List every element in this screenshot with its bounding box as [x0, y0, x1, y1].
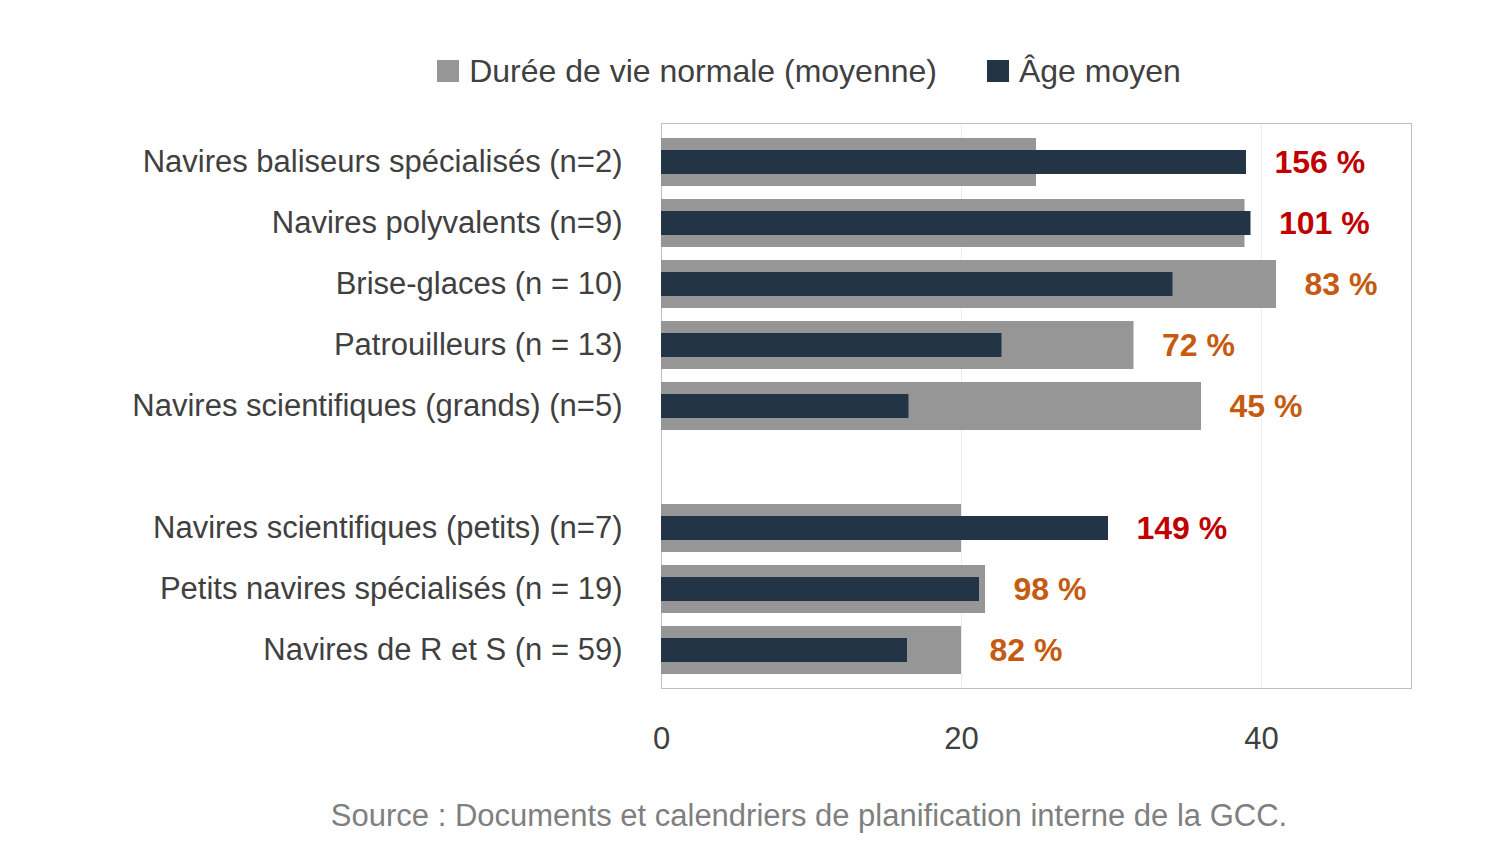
svg-text:101 %: 101 % — [1279, 205, 1370, 241]
html-text:Durée de vie normale (moyenne): Durée de vie normale (moyenne) — [469, 53, 937, 89]
svg-text:45 %: 45 % — [1230, 388, 1303, 424]
svg-text:Patrouilleurs (n = 13): Patrouilleurs (n = 13) — [334, 327, 623, 362]
svg-text:156 %: 156 % — [1275, 144, 1366, 180]
svg-text:Navires scientifiques (petits): Navires scientifiques (petits) (n=7) — [153, 510, 622, 545]
html-text:Âge moyen: Âge moyen — [1019, 53, 1181, 89]
svg-text:0: 0 — [653, 721, 670, 756]
svg-text:Navires scientifiques (grands): Navires scientifiques (grands) (n=5) — [132, 388, 622, 423]
svg-text:149 %: 149 % — [1137, 510, 1228, 546]
svg-text:72 %: 72 % — [1162, 327, 1235, 363]
svg-text:20: 20 — [944, 721, 978, 756]
svg-text:40: 40 — [1244, 721, 1278, 756]
svg-text:Brise-glaces (n = 10): Brise-glaces (n = 10) — [336, 266, 623, 301]
svg-text:Navires de R et S (n = 59): Navires de R et S (n = 59) — [263, 632, 622, 667]
svg-text:Petits navires spécialisés (n: Petits navires spécialisés (n = 19) — [160, 571, 623, 606]
svg-text:82 %: 82 % — [990, 632, 1063, 668]
svg-text:98 %: 98 % — [1014, 571, 1087, 607]
svg-text:Navires baliseurs spécialisés: Navires baliseurs spécialisés (n=2) — [143, 144, 623, 179]
svg-text:Navires polyvalents (n=9): Navires polyvalents (n=9) — [272, 205, 623, 240]
html-text:Source : Documents et calendri: Source : Documents et calendriers de pla… — [330, 798, 1288, 833]
svg-text:83 %: 83 % — [1305, 266, 1378, 302]
